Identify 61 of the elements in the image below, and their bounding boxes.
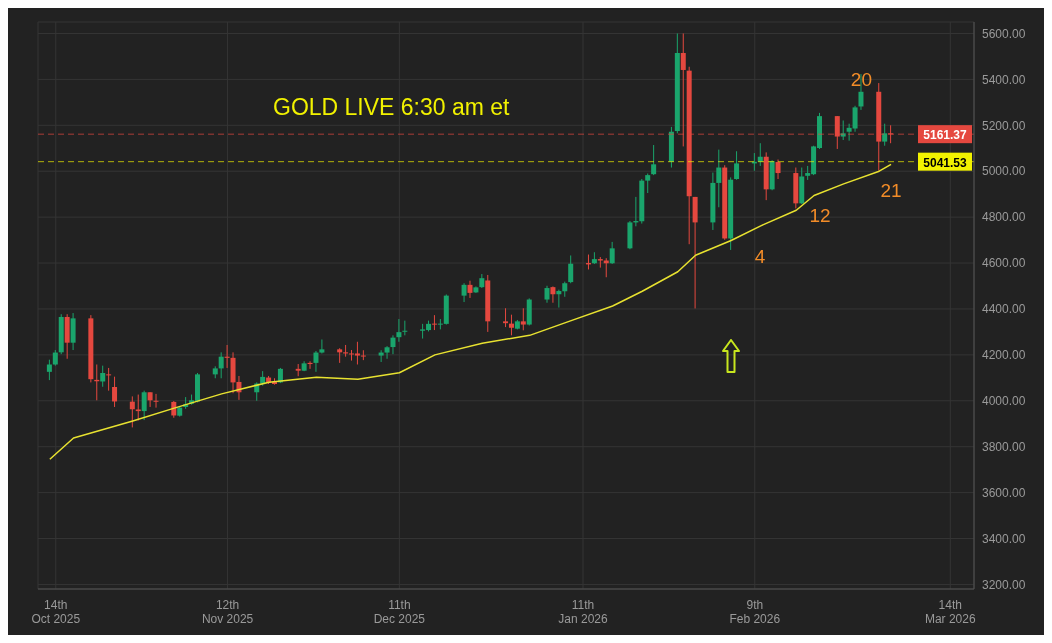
- annotation: 12: [808, 204, 832, 228]
- candlestick: [135, 394, 141, 422]
- y-tick-label: 5600.00: [982, 26, 1026, 41]
- candlestick: [384, 345, 390, 360]
- candlestick: [716, 149, 722, 208]
- candlestick: [651, 144, 657, 176]
- candlestick: [550, 285, 556, 304]
- text: GOLD LIVE 6:30 am et: [273, 94, 510, 121]
- y-tick-label: 4400.00: [982, 302, 1026, 317]
- x-tick-label: 11th Jan 2026: [558, 598, 609, 626]
- candlestick: [100, 365, 106, 388]
- candlestick: [46, 359, 52, 381]
- candlestick: [319, 338, 325, 354]
- y-tick-label: 5200.00: [982, 118, 1026, 133]
- candlestick: [153, 393, 159, 409]
- ref-line-label: 5161.37: [923, 128, 968, 143]
- candlestick: [645, 173, 651, 194]
- candlestick: [840, 119, 846, 141]
- candlestick: [556, 289, 562, 309]
- y-tick-label: 3400.00: [982, 531, 1026, 546]
- candlestick: [775, 159, 781, 180]
- candlestick: [106, 367, 112, 392]
- candlestick: [396, 318, 402, 343]
- candlestick: [141, 390, 147, 421]
- candlestick: [437, 318, 443, 330]
- annotation: 21: [879, 179, 903, 203]
- candlestick: [568, 254, 574, 284]
- x-tick-label: 9th Feb 2026: [729, 598, 781, 626]
- candlestick: [609, 241, 615, 265]
- candlestick: [218, 351, 224, 379]
- y-tick-label: 4000.00: [982, 394, 1026, 409]
- candlestick: [431, 314, 437, 331]
- candlestick: [360, 349, 366, 361]
- candlestick: [378, 349, 384, 363]
- candlestick: [313, 350, 319, 373]
- candlestick: [503, 307, 509, 328]
- y-tick-label: 3800.00: [982, 439, 1026, 454]
- y-tick-label: 4200.00: [982, 348, 1026, 363]
- x-tick-label: 14th Mar 2026: [924, 598, 976, 626]
- y-tick-label: 3200.00: [982, 577, 1026, 592]
- y-tick-label: 4800.00: [982, 210, 1026, 225]
- x-tick-label: 14th Oct 2025: [31, 598, 81, 626]
- y-tick-label: 3600.00: [982, 485, 1026, 500]
- x-tick-label: 11th Dec 2025: [373, 598, 426, 626]
- x-tick-label: 12th Nov 2025: [201, 598, 254, 626]
- candlestick: [508, 314, 514, 336]
- candlestick: [467, 280, 473, 299]
- candlestick: [882, 123, 888, 147]
- candlestick: [734, 150, 740, 181]
- y-tick-label: 5400.00: [982, 72, 1026, 87]
- y-tick-label: 4600.00: [982, 256, 1026, 271]
- candlestick: [390, 334, 396, 355]
- annotation: 20: [850, 69, 873, 91]
- annotation: 4: [753, 245, 767, 269]
- candlestick: [112, 376, 118, 408]
- candlestick: [461, 282, 467, 303]
- candlestick: [129, 395, 135, 428]
- ref-line-label: 5041.53: [923, 155, 968, 170]
- candlestick: [147, 391, 153, 408]
- candlestick: [520, 307, 526, 331]
- y-tick-label: 5000.00: [982, 164, 1026, 179]
